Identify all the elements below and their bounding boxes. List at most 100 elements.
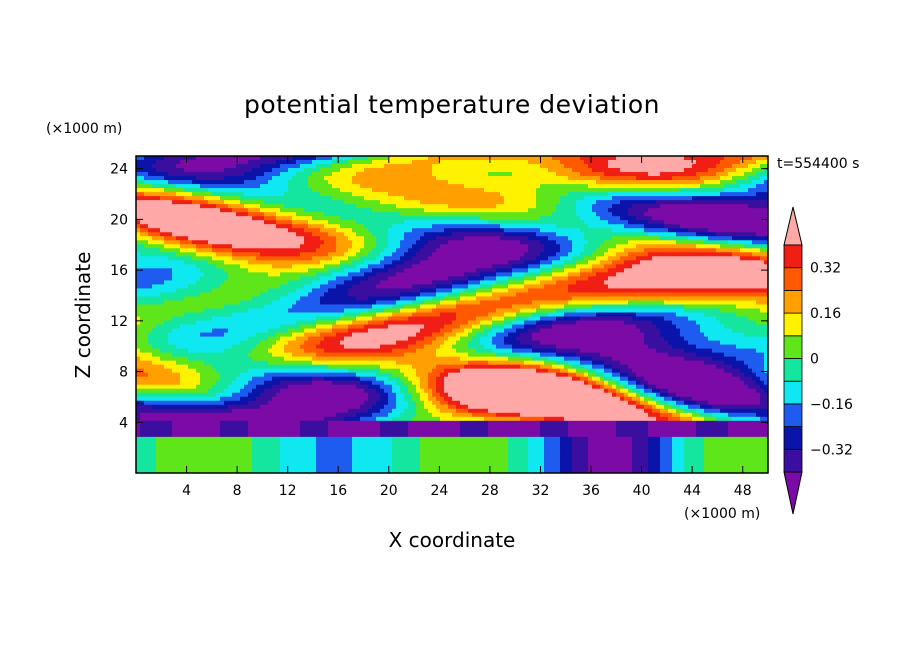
heatmap-cell (288, 232, 293, 237)
heatmap-cell (668, 192, 673, 197)
heatmap-cell (748, 232, 753, 237)
heatmap-cell (308, 212, 313, 217)
heatmap-cell (376, 188, 381, 193)
heatmap-cell (240, 160, 245, 165)
heatmap-cell (664, 208, 669, 213)
heatmap-cell (308, 232, 313, 237)
heatmap-cell (264, 212, 269, 217)
heatmap-cell (764, 248, 768, 253)
heatmap-cell (216, 252, 221, 257)
heatmap-cell (700, 252, 705, 257)
heatmap-cell (348, 256, 353, 261)
heatmap-cell (360, 264, 365, 269)
heatmap-cell (432, 184, 437, 189)
heatmap-cell (592, 264, 597, 269)
heatmap-cell (388, 224, 393, 229)
heatmap-cell (576, 264, 581, 269)
heatmap-cell (416, 160, 421, 165)
heatmap-cell (240, 200, 245, 205)
heatmap-cell (368, 260, 373, 265)
heatmap-cell (608, 248, 613, 253)
heatmap-cell (200, 216, 205, 221)
heatmap-cell (348, 196, 353, 201)
heatmap-cell (620, 156, 625, 161)
heatmap-cell (532, 160, 537, 165)
heatmap-cell (660, 220, 665, 225)
heatmap-cell (448, 168, 453, 173)
heatmap-cell (756, 156, 761, 161)
heatmap-cell (712, 200, 717, 205)
heatmap-cell (260, 252, 265, 257)
heatmap-cell (528, 208, 533, 213)
heatmap-cell (288, 244, 293, 249)
heatmap-cell (468, 276, 473, 281)
heatmap-cell (416, 216, 421, 221)
heatmap-cell (696, 164, 701, 169)
heatmap-cell (240, 228, 245, 233)
heatmap-cell (504, 224, 509, 229)
heatmap-cell (400, 252, 405, 257)
heatmap-cell (248, 236, 253, 241)
heatmap-cell (696, 168, 701, 173)
heatmap-cell (260, 272, 265, 277)
heatmap-cell (728, 176, 733, 181)
heatmap-cell (404, 212, 409, 217)
heatmap-cell (600, 180, 605, 185)
heatmap-cell (260, 188, 265, 193)
heatmap-cell (752, 264, 757, 269)
heatmap-cell (600, 264, 605, 269)
heatmap-cell (688, 272, 693, 277)
heatmap-cell (500, 248, 505, 253)
heatmap-cell (356, 184, 361, 189)
heatmap-cell (400, 240, 405, 245)
heatmap-cell (564, 184, 569, 189)
heatmap-cell (304, 220, 309, 225)
heatmap-cell (388, 260, 393, 265)
heatmap-cell (540, 268, 545, 273)
heatmap-cell (732, 232, 737, 237)
heatmap-cell (428, 196, 433, 201)
heatmap-cell (564, 240, 569, 245)
heatmap-cell (756, 168, 761, 173)
heatmap-cell (280, 172, 285, 177)
heatmap-cell (196, 276, 201, 281)
heatmap-cell (412, 264, 417, 269)
heatmap-cell (328, 208, 333, 213)
heatmap-cell (136, 224, 141, 229)
heatmap-cell (368, 160, 373, 165)
heatmap-cell (212, 280, 217, 285)
heatmap-cell (568, 228, 573, 233)
heatmap-cell (432, 204, 437, 209)
heatmap-cell (540, 204, 545, 209)
heatmap-cell (396, 180, 401, 185)
heatmap-cell (580, 248, 585, 253)
heatmap-cell (724, 160, 729, 165)
heatmap-cell (556, 220, 561, 225)
heatmap-cell (196, 196, 201, 201)
heatmap-cell (648, 276, 653, 281)
heatmap-cell (140, 164, 145, 169)
heatmap-cell (496, 180, 501, 185)
heatmap-cell (548, 276, 553, 281)
heatmap-cell (496, 228, 501, 233)
heatmap-cell (412, 156, 417, 161)
heatmap-cell (508, 236, 513, 241)
heatmap-cell (372, 168, 377, 173)
heatmap-cell (392, 220, 397, 225)
heatmap-cell (448, 248, 453, 253)
heatmap-cell (556, 176, 561, 181)
heatmap-cell (620, 164, 625, 169)
heatmap-cell (320, 164, 325, 169)
heatmap-cell (680, 168, 685, 173)
heatmap-cell (740, 224, 745, 229)
heatmap-cell (660, 236, 665, 241)
heatmap-cell (604, 184, 609, 189)
heatmap-cell (224, 192, 229, 197)
heatmap-cell (488, 200, 493, 205)
heatmap-cell (740, 248, 745, 253)
heatmap-cell (204, 272, 209, 277)
heatmap-cell (728, 268, 733, 273)
heatmap-cell (592, 256, 597, 261)
heatmap-cell (572, 256, 577, 261)
heatmap-cell (632, 172, 637, 177)
